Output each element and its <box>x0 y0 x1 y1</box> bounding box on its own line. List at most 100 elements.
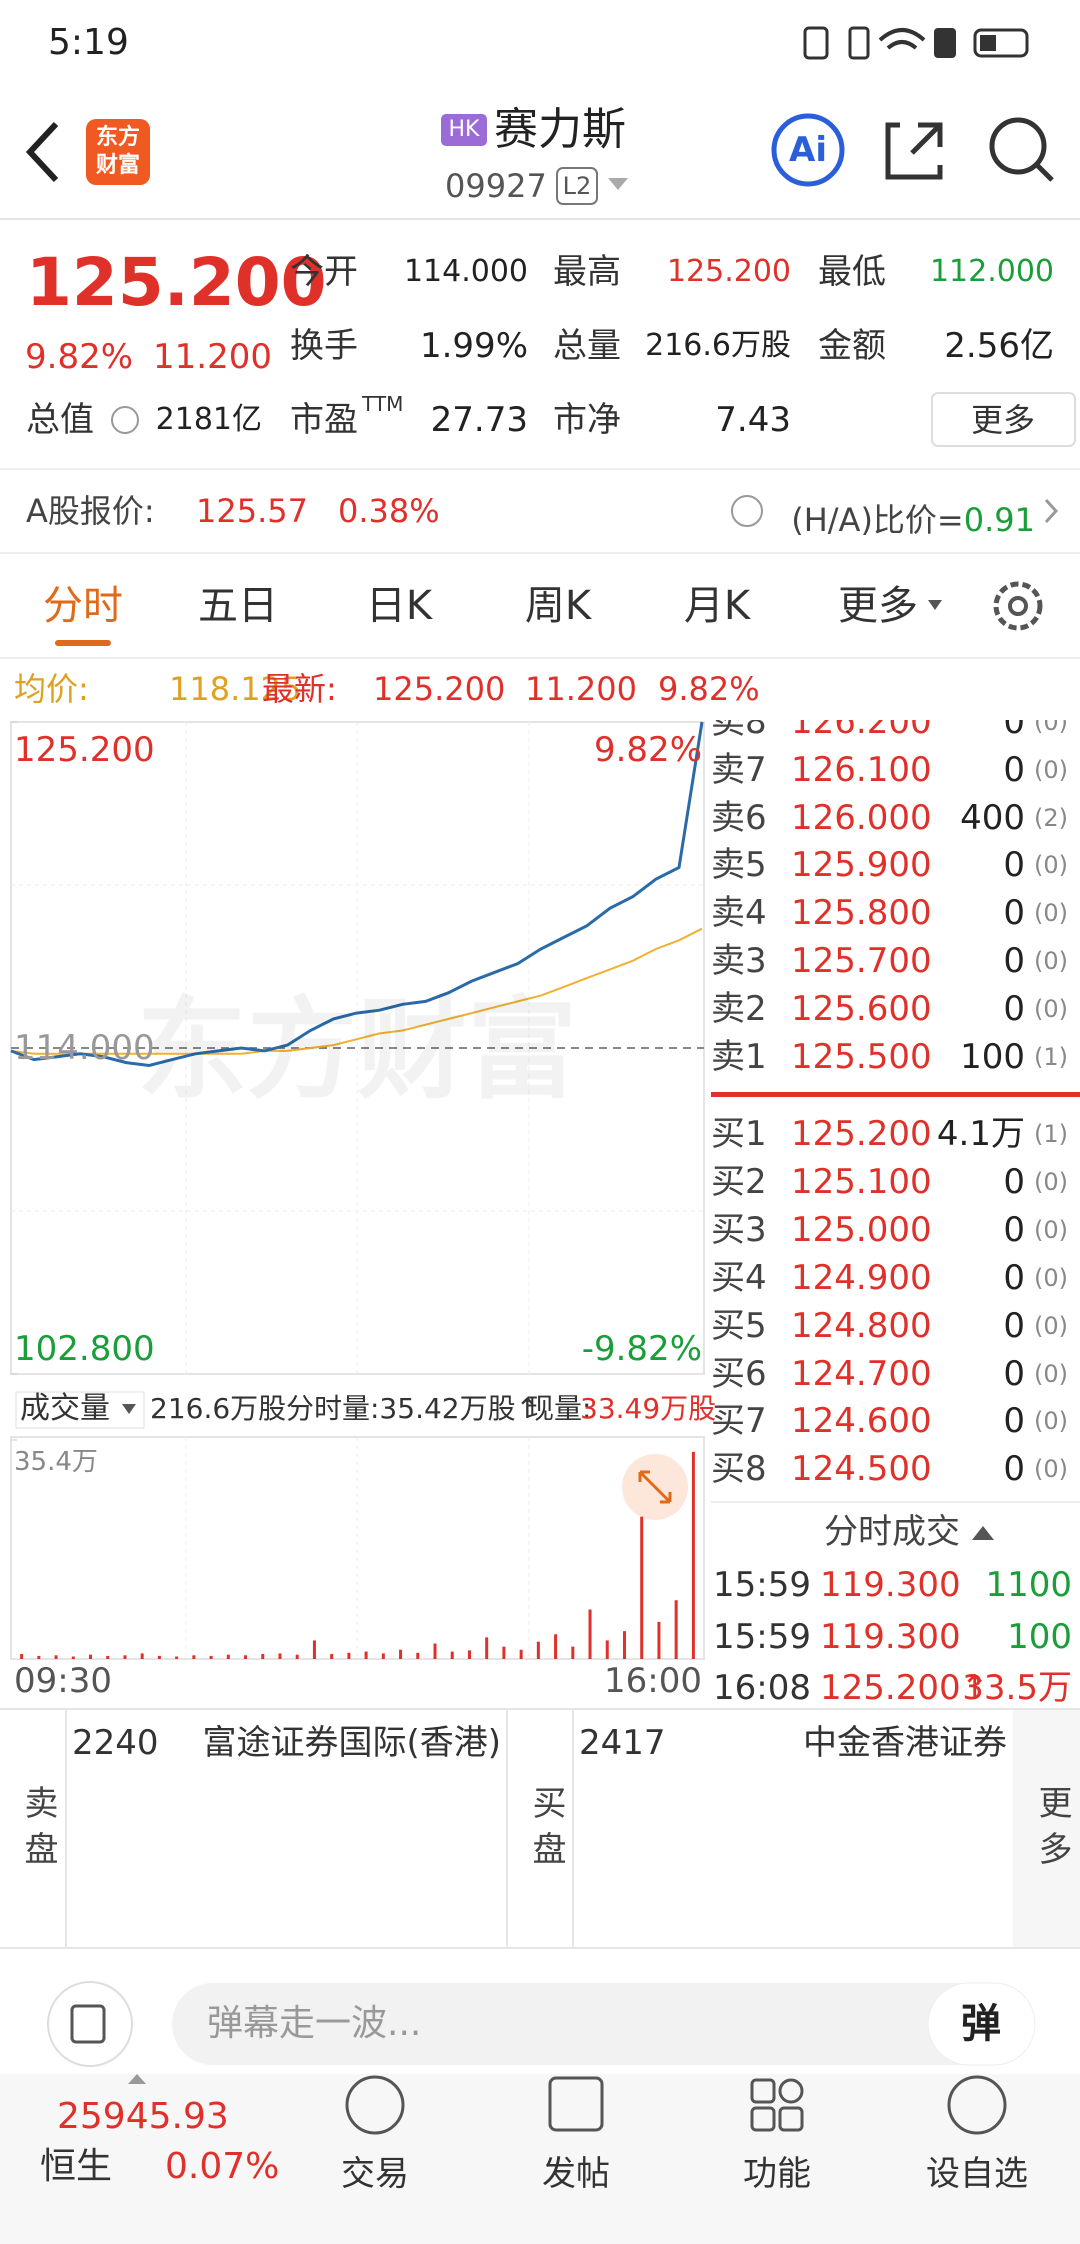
volume-bar <box>485 1637 489 1659</box>
trades-title[interactable]: 分时成交 <box>824 1512 960 1552</box>
help-icon[interactable] <box>731 495 763 527</box>
ai-label[interactable]: Ai <box>789 130 827 170</box>
tab[interactable]: 分时 <box>43 583 123 629</box>
share-button[interactable] <box>885 122 943 180</box>
time-label: 09:30 <box>14 1661 112 1701</box>
tab[interactable]: 五日 <box>198 583 278 629</box>
level-box <box>556 167 598 205</box>
field-value: 114.000 <box>403 254 528 289</box>
book-count: (0) <box>1034 1407 1068 1436</box>
broker-name: 中金香港证券 <box>803 1723 1007 1763</box>
dropdown[interactable] <box>608 178 628 190</box>
nav-label[interactable]: 功能 <box>743 2154 811 2194</box>
y-tick-label: 125.200 <box>14 730 155 770</box>
trade-volume: 33.5万 <box>962 1668 1072 1708</box>
book-divider <box>711 1092 1080 1097</box>
book-count: (0) <box>1034 994 1068 1023</box>
broker-more[interactable]: 更多 <box>1032 1785 1072 1877</box>
volume-bar <box>89 1654 93 1659</box>
field-value: 216.6万股 <box>645 328 791 363</box>
volume-bar <box>261 1654 265 1659</box>
field-label: 最高 <box>553 252 621 292</box>
book-qty: 0 <box>1003 845 1025 886</box>
volume-bar <box>278 1653 282 1659</box>
trade-price: 125.200↑ <box>820 1668 990 1708</box>
logo-text: 东方 <box>95 125 141 150</box>
book-count: (0) <box>1034 947 1068 975</box>
broker-code: 2417 <box>579 1723 666 1763</box>
book-price: 126.200 <box>791 720 932 742</box>
volume-period: 分时量:35.42万股↑ <box>286 1392 540 1425</box>
book-price: 124.500 <box>791 1449 932 1490</box>
more-button-text[interactable]: 更多 <box>970 401 1036 439</box>
book-label: 买8 <box>711 1449 767 1490</box>
logo <box>86 119 150 185</box>
field-label: 金额 <box>818 326 886 366</box>
volume-bar <box>502 1646 506 1659</box>
nav-label[interactable]: 交易 <box>341 2154 409 2194</box>
volume-total: 216.6万股 <box>150 1392 287 1425</box>
volume-menu[interactable]: 成交量 <box>20 1391 110 1426</box>
expand-icon <box>638 1470 672 1504</box>
settings-button[interactable] <box>993 581 1043 631</box>
book-qty: 0 <box>1003 720 1025 742</box>
nav-label[interactable]: 发帖 <box>542 2154 610 2194</box>
book-count: (2) <box>1034 803 1068 832</box>
field-label: 市净 <box>553 400 621 440</box>
volume-bar <box>381 1653 385 1659</box>
field-value: 1.99% <box>419 326 528 366</box>
book-price: 125.900 <box>791 845 932 886</box>
tab[interactable]: 更多 <box>838 583 918 629</box>
book-price: 124.800 <box>791 1305 932 1346</box>
volume-tick-label: 35.4万 <box>14 1447 98 1477</box>
book-label: 卖7 <box>711 749 767 790</box>
danmaku-button[interactable] <box>927 1982 1036 2066</box>
book-label: 卖1 <box>711 1036 767 1077</box>
volume-menu-box[interactable] <box>15 1391 145 1429</box>
more-button[interactable] <box>931 392 1076 447</box>
book-qty: 0 <box>1003 749 1025 790</box>
latest-change: 11.200 <box>525 670 637 708</box>
volume-bar <box>20 1654 24 1659</box>
tab[interactable]: 月K <box>683 583 751 629</box>
ha-ratio[interactable]: (H/A)比价=0.91 <box>791 495 1035 541</box>
book-qty: 0 <box>1003 941 1025 981</box>
func-icon[interactable] <box>750 2078 776 2104</box>
comment-input[interactable] <box>172 1983 1035 2065</box>
volume-bar <box>399 1649 403 1659</box>
post-icon[interactable] <box>548 2076 604 2132</box>
comment-icon[interactable] <box>47 1981 133 2067</box>
info-icon[interactable] <box>111 406 139 434</box>
func-icon <box>750 2106 776 2132</box>
volume-bar <box>571 1646 575 1659</box>
volume-bar <box>209 1655 213 1659</box>
danmaku-label[interactable]: 弹 <box>961 2001 1001 2047</box>
search-button[interactable] <box>989 117 1047 175</box>
nav-label[interactable]: 设自选 <box>926 2154 1028 2194</box>
tab[interactable]: 周K <box>524 583 592 629</box>
book-count: (1) <box>1034 1042 1068 1071</box>
trade-icon[interactable] <box>345 2075 405 2135</box>
tab[interactable]: 日K <box>365 583 433 629</box>
avg-label: 均价: <box>14 670 89 708</box>
book-qty: 0 <box>1003 893 1025 934</box>
market-badge-text: HK <box>448 117 480 142</box>
tab-underline <box>55 640 111 646</box>
stock-code: 09927 <box>445 167 547 205</box>
trade-price: 119.300 <box>820 1616 961 1657</box>
comment-placeholder[interactable]: 弹幕走一波... <box>207 2003 422 2044</box>
a-share-label: A股报价: <box>26 492 155 530</box>
more-column[interactable] <box>1013 1710 1080 1947</box>
volume-bar <box>433 1643 437 1659</box>
settings-core <box>1008 596 1028 616</box>
ai-button[interactable] <box>771 113 845 187</box>
avg-line <box>10 927 703 1055</box>
volume-bar <box>226 1654 230 1659</box>
back-button[interactable] <box>25 121 59 183</box>
tab-dropdown <box>928 600 942 610</box>
book-label: 买7 <box>711 1401 767 1442</box>
watchlist-icon[interactable] <box>947 2075 1007 2135</box>
logo-text: 财富 <box>95 153 141 178</box>
